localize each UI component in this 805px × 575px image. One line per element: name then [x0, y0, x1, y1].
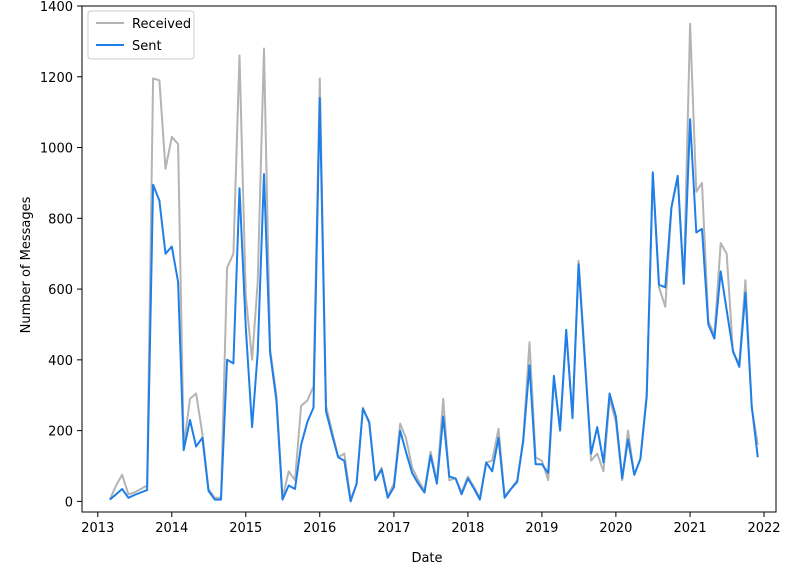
y-axis: 0 200 400 600 800 1000 1200 1400 [40, 0, 82, 510]
y-tick-label: 600 [48, 283, 73, 298]
y-tick-label: 400 [48, 354, 73, 369]
x-tick-label: 2016 [303, 521, 336, 536]
x-tick-label: 2013 [81, 521, 114, 536]
x-tick-label: 2018 [451, 521, 484, 536]
y-tick-label: 0 [65, 495, 73, 510]
series-line-sent [109, 97, 759, 503]
series-layer [108, 22, 759, 503]
y-tick-label: 800 [48, 212, 73, 227]
legend-label-sent: Sent [132, 39, 162, 54]
plot-frame [81, 5, 777, 513]
x-tick-label: 2019 [525, 521, 558, 536]
x-tick-label: 2022 [747, 521, 780, 536]
x-tick-label: 2017 [377, 521, 410, 536]
x-tick-label: 2020 [599, 521, 632, 536]
x-axis-label: Date [411, 551, 442, 566]
y-tick-label: 200 [48, 425, 73, 440]
x-tick-label: 2014 [155, 521, 188, 536]
x-tick-label: 2015 [229, 521, 262, 536]
y-axis-label: Number of Messages [19, 196, 34, 333]
y-tick-label: 1200 [40, 71, 73, 86]
y-tick-label: 1000 [40, 142, 73, 157]
legend: Received Sent [87, 10, 195, 60]
y-tick-label: 1400 [40, 0, 73, 15]
x-tick-label: 2021 [674, 521, 707, 536]
x-axis: 2013 2014 2015 2016 2017 2018 2019 2020 2021 2022 [81, 512, 781, 536]
legend-label-received: Received [132, 17, 191, 32]
